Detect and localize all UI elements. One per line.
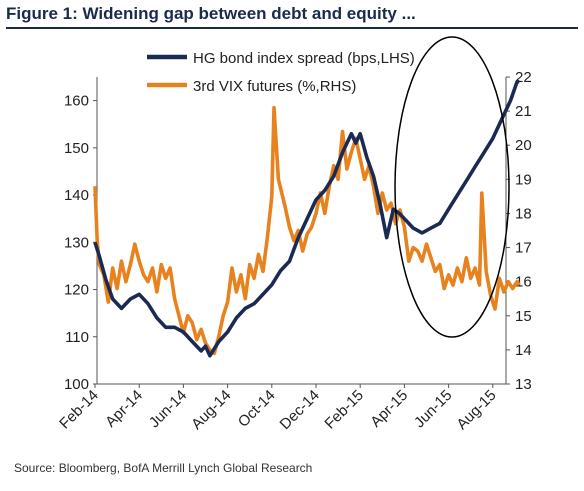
- right-tick-label: 19: [515, 171, 532, 188]
- x-tick-label: Dec-14: [277, 387, 323, 433]
- right-tick-label: 13: [515, 376, 532, 393]
- right-tick-label: 18: [515, 205, 532, 222]
- x-tick-label: Feb-14: [56, 387, 102, 433]
- source-note: Source: Bloomberg, BofA Merrill Lynch Gl…: [14, 461, 313, 475]
- left-tick-label: 160: [64, 93, 89, 110]
- left-tick-label: 130: [64, 234, 89, 251]
- x-tick-label: Apr-14: [102, 387, 146, 431]
- left-tick-label: 100: [64, 376, 89, 393]
- right-tick-label: 20: [515, 137, 532, 154]
- x-tick-label: Aug-15: [453, 387, 499, 433]
- series-line-hg-bond-spread: [93, 79, 520, 358]
- x-tick-label: Feb-15: [321, 387, 367, 433]
- legend: HG bond index spread (bps,LHS) 3rd VIX fu…: [147, 50, 415, 95]
- right-tick-label: 16: [515, 274, 532, 291]
- right-tick-label: 15: [515, 308, 532, 325]
- right-tick-label: 14: [515, 342, 532, 359]
- legend-label: HG bond index spread (bps,LHS): [193, 50, 415, 67]
- highlight-ellipse: [394, 36, 510, 338]
- left-tick-label: 110: [65, 329, 89, 346]
- legend-label: 3rd VIX futures (%,RHS): [193, 78, 356, 95]
- left-tick-label: 150: [64, 140, 89, 157]
- right-tick-label: 21: [515, 103, 532, 120]
- series-lines: [93, 79, 521, 358]
- series-line-vix-futures: [93, 105, 521, 356]
- left-tick-label: 140: [64, 187, 89, 204]
- chart-title: Figure 1: Widening gap between debt and …: [6, 4, 578, 29]
- x-tick-label: Apr-15: [367, 387, 411, 431]
- left-tick-label: 120: [64, 282, 89, 299]
- x-tick-label: Aug-14: [188, 387, 234, 433]
- right-tick-label: 17: [515, 240, 532, 257]
- x-tick-label: Jun-15: [411, 387, 455, 431]
- x-tick-label: Jun-14: [146, 387, 190, 431]
- x-tick-label: Oct-14: [235, 387, 279, 431]
